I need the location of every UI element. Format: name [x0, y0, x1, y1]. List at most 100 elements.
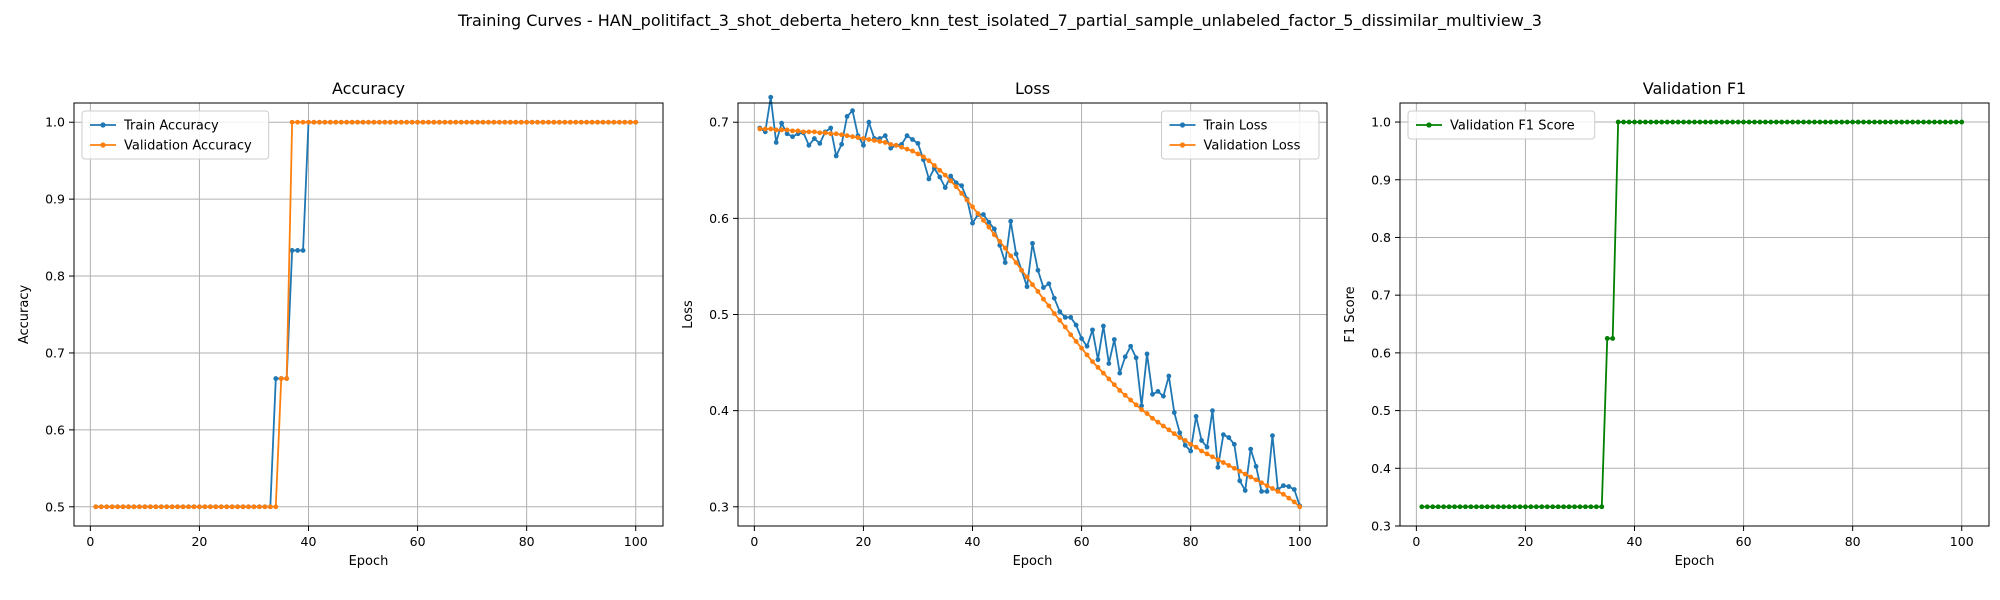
data-point	[828, 125, 834, 131]
data-point	[420, 119, 426, 125]
data-point	[464, 119, 470, 125]
subplot-title: Loss	[1015, 79, 1050, 98]
data-point	[762, 126, 768, 132]
data-point	[937, 167, 943, 173]
data-point	[153, 504, 159, 510]
data-point	[317, 119, 322, 125]
data-point	[1419, 504, 1425, 510]
series-line	[1421, 121, 1962, 508]
data-point	[1910, 119, 1916, 125]
data-point	[1188, 448, 1194, 454]
data-point	[833, 153, 839, 159]
data-point	[1452, 504, 1457, 510]
data-point	[1177, 435, 1183, 440]
data-point	[850, 134, 855, 140]
y-tick-label: 0.4	[709, 403, 729, 418]
data-point	[910, 148, 915, 154]
data-point	[1506, 504, 1512, 510]
data-point	[300, 248, 306, 253]
y-axis-label: F1 Score	[1343, 286, 1358, 342]
x-tick-label: 20	[191, 534, 207, 549]
data-point	[1155, 389, 1161, 394]
data-point	[1659, 119, 1665, 125]
data-point	[137, 504, 142, 510]
data-point	[131, 504, 137, 510]
x-tick-label: 20	[855, 534, 871, 549]
data-point	[801, 129, 806, 135]
data-point	[811, 136, 817, 141]
figure-suptitle: Training Curves - HAN_politifact_3_shot_…	[457, 11, 1542, 31]
data-point	[1291, 499, 1297, 505]
legend-label: Validation Accuracy	[124, 139, 252, 154]
data-point	[1008, 253, 1014, 259]
data-point	[1430, 504, 1436, 510]
data-point	[1166, 373, 1172, 379]
y-tick-label: 0.5	[45, 499, 65, 514]
y-tick-label: 0.8	[1371, 230, 1391, 245]
data-point	[1057, 309, 1063, 315]
data-point	[453, 119, 459, 125]
data-point	[551, 119, 557, 125]
axes-frame	[73, 102, 664, 527]
data-point	[1215, 457, 1221, 463]
data-point	[1861, 119, 1866, 125]
x-tick-label: 0	[86, 534, 94, 549]
y-tick-label: 0.9	[1371, 172, 1391, 187]
data-point	[1095, 364, 1101, 370]
legend: Train Accuracy Validation Accuracy	[81, 110, 270, 160]
data-point	[1643, 119, 1648, 125]
data-point	[1817, 119, 1823, 125]
data-point	[1139, 403, 1144, 409]
data-point	[409, 119, 415, 125]
x-tick-label: 40	[1627, 534, 1643, 549]
data-point	[822, 130, 828, 136]
data-point	[158, 504, 164, 510]
data-point	[768, 94, 774, 100]
data-point	[817, 130, 823, 136]
data-point	[202, 504, 208, 510]
data-point	[284, 376, 290, 381]
data-point	[1117, 388, 1123, 393]
y-tick-label: 0.9	[45, 192, 65, 207]
data-point	[311, 119, 317, 125]
data-point	[1626, 119, 1632, 125]
data-point	[1533, 504, 1539, 510]
data-point	[1773, 119, 1779, 125]
data-point	[795, 128, 801, 134]
data-point	[833, 131, 839, 137]
data-point	[888, 145, 894, 151]
data-point	[970, 204, 975, 210]
data-point	[1280, 483, 1286, 489]
data-point	[1231, 465, 1237, 471]
data-point	[1463, 504, 1468, 510]
data-point	[1171, 431, 1177, 437]
data-point	[931, 163, 937, 168]
data-point	[246, 504, 251, 510]
data-point	[1801, 119, 1806, 125]
x-tick-label: 100	[1950, 534, 1974, 549]
data-point	[1904, 119, 1910, 125]
data-point	[366, 119, 371, 125]
data-point	[355, 119, 360, 125]
data-point	[1046, 281, 1052, 287]
data-point	[458, 119, 464, 125]
data-point	[1275, 488, 1281, 494]
series-line	[95, 121, 636, 508]
data-point	[1264, 483, 1270, 489]
data-point	[377, 119, 382, 125]
data-point	[1495, 504, 1501, 510]
data-point	[953, 184, 959, 190]
data-point	[322, 119, 328, 125]
data-point	[1171, 410, 1177, 415]
y-tick-label: 0.6	[45, 422, 65, 437]
data-point	[556, 119, 562, 125]
data-point	[991, 226, 997, 232]
x-tick-label: 80	[1183, 534, 1199, 549]
y-tick-label: 1.0	[45, 115, 65, 130]
x-axis-label: Epoch	[1013, 554, 1053, 569]
data-point	[502, 119, 508, 125]
data-point	[1866, 119, 1872, 125]
data-point	[235, 504, 241, 510]
data-point	[1942, 119, 1948, 125]
series-line	[759, 128, 1301, 508]
